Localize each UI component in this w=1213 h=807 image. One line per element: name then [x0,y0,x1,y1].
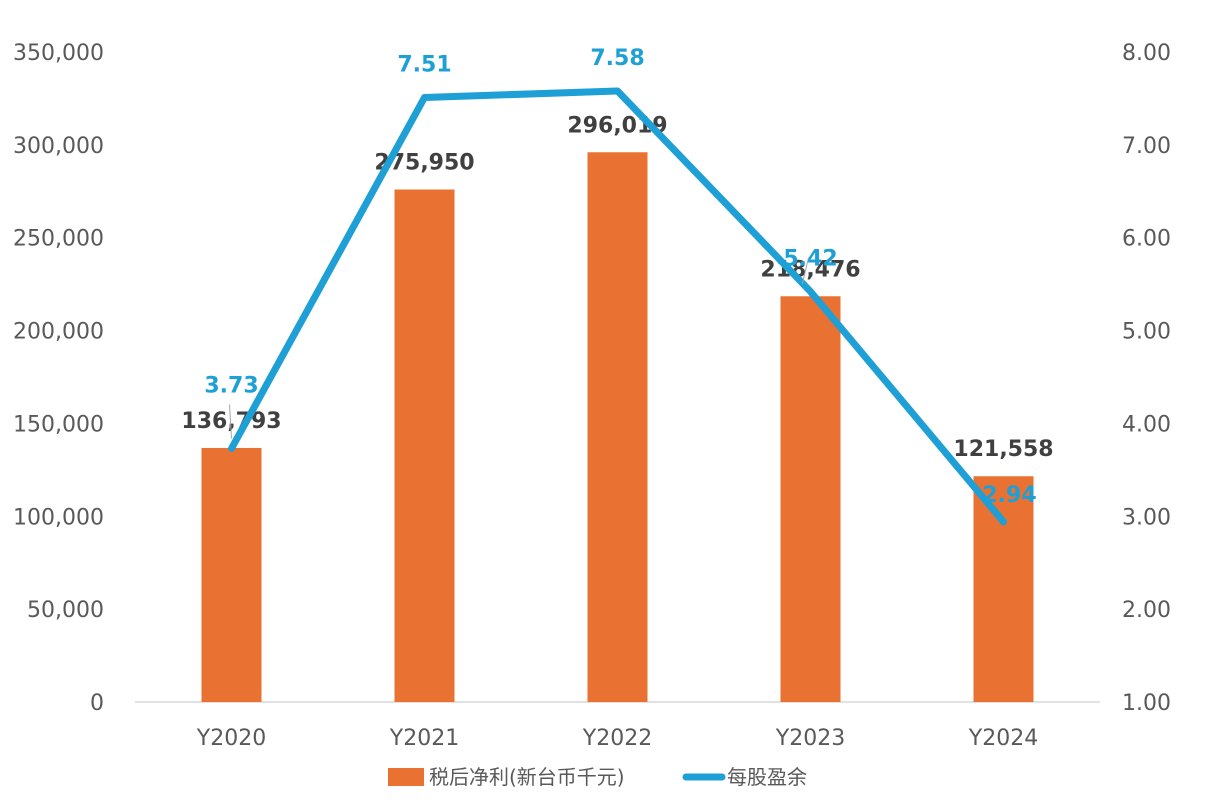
right-tick-label: 8.00 [1122,41,1171,66]
right-tick-label: 5.00 [1122,320,1171,345]
right-tick-label: 2.00 [1122,598,1171,623]
left-tick-label: 0 [90,691,104,716]
right-tick-label: 4.00 [1122,412,1171,437]
bar-series [201,152,1034,702]
left-tick-label: 300,000 [13,134,104,159]
left-tick-label: 50,000 [27,598,104,623]
legend-swatch-bar [388,768,424,786]
line-data-label: 7.58 [590,46,644,71]
x-tick-label: Y2023 [775,726,845,751]
x-tick-label: Y2024 [968,726,1038,751]
x-tick-label: Y2022 [582,726,652,751]
line-data-label: 7.51 [397,53,451,78]
legend-label-bar: 税后净利(新台币千元) [429,765,625,789]
eps-point [809,290,812,293]
x-tick-label: Y2020 [196,726,266,751]
right-tick-label: 7.00 [1122,134,1171,159]
bar [587,152,648,702]
right-tick-label: 1.00 [1122,691,1171,716]
line-data-label: 5.42 [783,247,837,272]
label-leader [802,257,809,284]
eps-point [423,96,426,99]
bar [780,296,841,702]
left-tick-label: 350,000 [13,41,104,66]
right-axis: 1.00 2.00 3.00 4.00 5.00 6.00 7.00 8.00 [1122,41,1171,716]
label-leader [229,404,232,439]
left-axis: 0 50,000 100,000 150,000 200,000 250,000 300,0… [13,41,104,716]
bar [394,189,455,702]
bar-data-label: 136,793 [181,409,281,434]
eps-point [230,447,233,450]
line-data-label: 2.94 [982,483,1036,508]
bar [201,447,262,702]
x-tick-label: Y2021 [389,726,459,751]
left-tick-label: 250,000 [13,227,104,252]
eps-point [616,90,619,92]
line-series [228,87,1007,526]
eps-point [1002,520,1005,523]
right-tick-label: 3.00 [1122,505,1171,530]
left-tick-label: 200,000 [13,320,104,345]
legend: 税后净利(新台币千元) 每股盈余 [388,765,807,789]
left-tick-label: 150,000 [13,412,104,437]
right-tick-label: 6.00 [1122,227,1171,252]
line-data-label: 3.73 [204,374,258,399]
legend-label-line: 每股盈余 [727,765,807,789]
left-tick-label: 100,000 [13,505,104,530]
x-axis: Y2020 Y2021 Y2022 Y2023 Y2024 [196,726,1038,751]
line-data-labels: 3.73 7.51 7.58 5.42 2.94 [204,46,1036,508]
bar [973,476,1034,702]
bar-data-label: 121,558 [953,437,1053,462]
